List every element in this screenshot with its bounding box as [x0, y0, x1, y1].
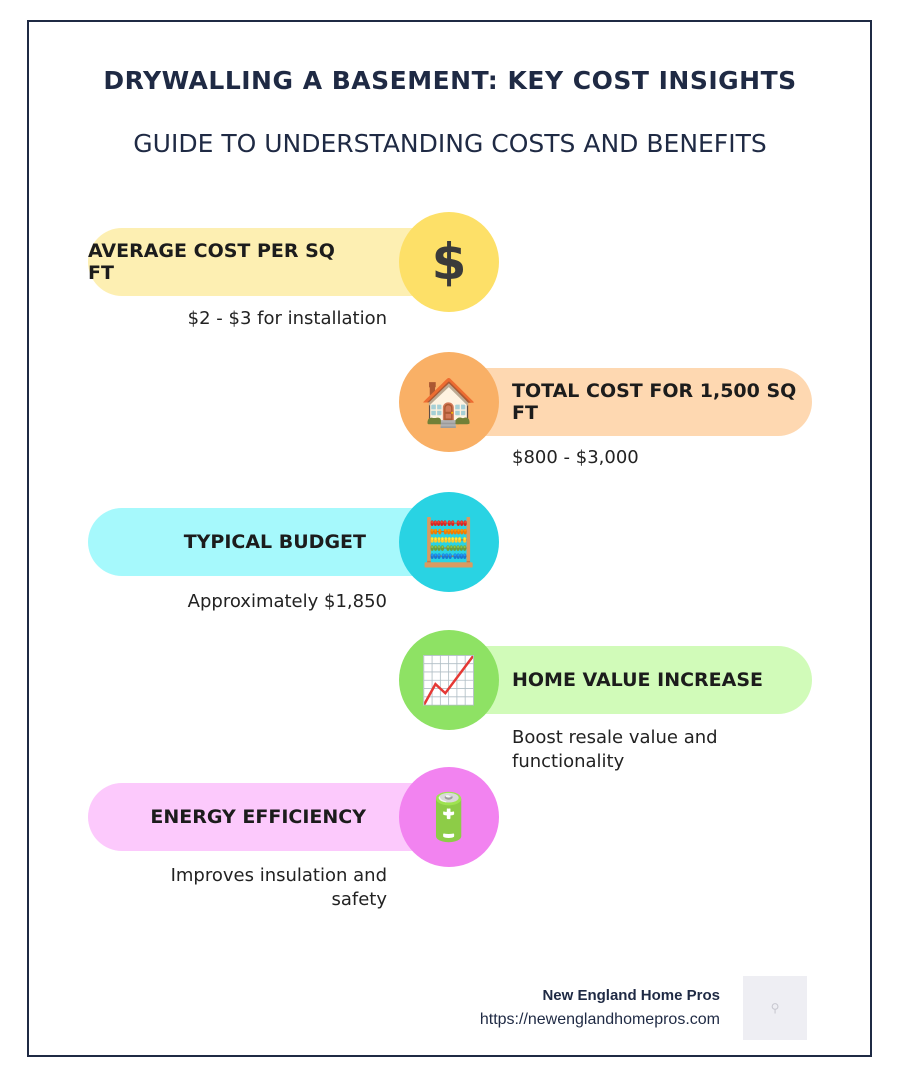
abacus-icon: 🧮 — [399, 492, 499, 592]
item-label: AVERAGE COST PER SQ FT — [88, 240, 335, 284]
item-description: $2 - $3 for installation — [187, 308, 387, 329]
item-description: Approximately $1,850 — [187, 591, 387, 612]
item-label: TYPICAL BUDGET — [183, 531, 366, 553]
infographic-frame — [27, 20, 872, 1057]
dollar-sign-icon: $ — [399, 212, 499, 312]
item-label: HOME VALUE INCREASE — [512, 669, 764, 691]
item-description: Boost resale value and functionality — [512, 727, 718, 772]
brand-logo: ⚲ — [743, 976, 807, 1040]
item-label: ENERGY EFFICIENCY — [150, 806, 366, 828]
item-description: Improves insulation and safety — [170, 865, 387, 910]
brand-name: New England Home Pros — [542, 987, 720, 1004]
item-description: $800 - $3,000 — [512, 447, 639, 468]
item-label: TOTAL COST FOR 1,500 SQ FT — [512, 380, 797, 424]
chart-increasing-icon: 📈 — [399, 630, 499, 730]
battery-icon: 🔋 — [399, 767, 499, 867]
brand-url[interactable]: https://newenglandhomepros.com — [479, 1011, 720, 1028]
page-subtitle: GUIDE TO UNDERSTANDING COSTS AND BENEFIT… — [133, 129, 767, 158]
page-title: DRYWALLING A BASEMENT: KEY COST INSIGHTS — [103, 66, 797, 95]
house-icon: 🏠 — [399, 352, 499, 452]
